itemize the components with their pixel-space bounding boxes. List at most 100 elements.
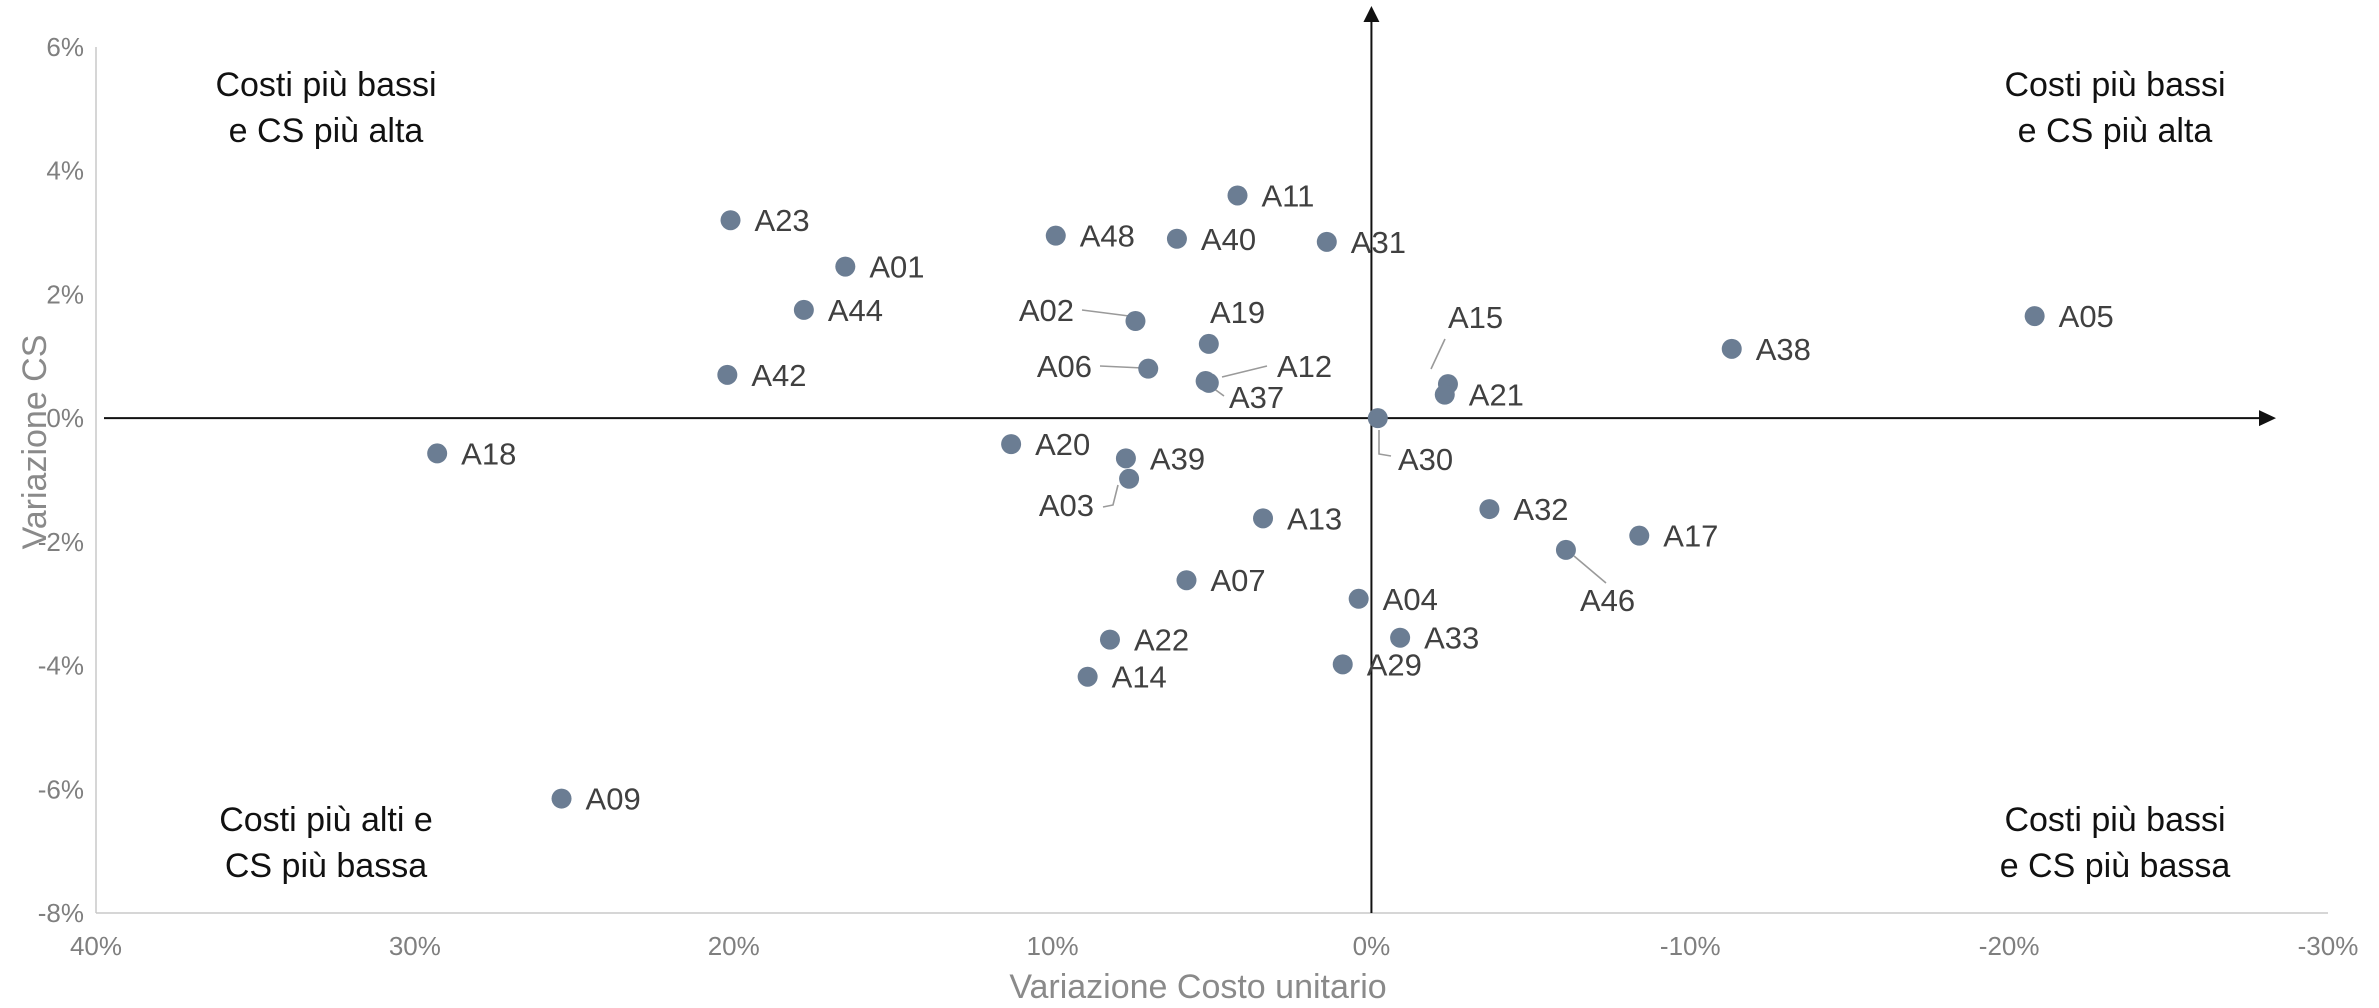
quadrant-label-top-left-line: Costi più bassi bbox=[215, 66, 436, 104]
quadrant-label-bottom-left: Costi più alti e CS più bassa bbox=[219, 801, 433, 885]
data-point-a39 bbox=[1115, 448, 1136, 469]
leader-line-a15 bbox=[1430, 338, 1446, 370]
quadrant-label-top-right: Costi più bassi e CS più alta bbox=[2004, 66, 2225, 150]
point-label-a12: A12 bbox=[1277, 349, 1332, 384]
point-label-a23: A23 bbox=[755, 203, 810, 238]
point-label-a29: A29 bbox=[1367, 647, 1422, 682]
point-label-a31: A31 bbox=[1351, 225, 1406, 260]
data-point-a46 bbox=[1555, 539, 1576, 560]
y-tick-label: -6% bbox=[38, 774, 84, 804]
y-tick-label: 0% bbox=[46, 403, 84, 433]
point-label-a46: A46 bbox=[1580, 583, 1635, 618]
point-label-a15: A15 bbox=[1448, 300, 1503, 335]
point-label-a19: A19 bbox=[1210, 295, 1265, 330]
point-label-a30: A30 bbox=[1398, 442, 1453, 477]
data-point-a44 bbox=[793, 299, 814, 320]
point-label-a02: A02 bbox=[1019, 293, 1074, 328]
quadrant-label-top-left-line: e CS più alta bbox=[229, 112, 424, 150]
leader-line-a30 bbox=[1378, 430, 1392, 457]
data-point-a20 bbox=[1001, 434, 1022, 455]
axes-layer: 6% 4% 2% 0% -2% -4% -6% -8%40% 30% 20% 10% 0% -10% -2… bbox=[16, 6, 2358, 1006]
point-label-a18: A18 bbox=[461, 436, 516, 471]
data-point-a06 bbox=[1138, 358, 1159, 379]
quadrant-label-top-right-line: e CS più alta bbox=[2018, 112, 2213, 150]
point-label-a42: A42 bbox=[751, 358, 806, 393]
data-point-a05 bbox=[2024, 306, 2045, 327]
point-label-a40: A40 bbox=[1201, 222, 1256, 257]
x-tick-label: -10% bbox=[1660, 931, 1721, 961]
data-point-a09 bbox=[551, 788, 572, 809]
data-point-a17 bbox=[1629, 525, 1650, 546]
y-axis-title: Variazione CS bbox=[16, 335, 54, 550]
data-point-a32 bbox=[1479, 499, 1500, 520]
quadrant-label-bottom-left-line: CS più bassa bbox=[225, 847, 427, 885]
point-label-a37: A37 bbox=[1229, 380, 1284, 415]
point-label-a21: A21 bbox=[1469, 378, 1524, 413]
data-point-a04 bbox=[1348, 588, 1369, 609]
data-point-a42 bbox=[717, 364, 738, 385]
point-label-a22: A22 bbox=[1134, 623, 1189, 658]
quadrant-label-bottom-right-line: e CS più bassa bbox=[2000, 847, 2231, 885]
data-point-a29 bbox=[1332, 654, 1353, 675]
point-label-a44: A44 bbox=[828, 293, 883, 328]
point-label-a09: A09 bbox=[586, 782, 641, 817]
horizontal-arrowhead-icon bbox=[2259, 410, 2276, 427]
x-tick-label: -20% bbox=[1979, 931, 2040, 961]
x-tick-label: 0% bbox=[1353, 931, 1391, 961]
quadrant-label-top-right-line: Costi più bassi bbox=[2004, 66, 2225, 104]
data-point-a23 bbox=[720, 210, 741, 231]
data-point-a14 bbox=[1077, 666, 1098, 687]
x-tick-label: -30% bbox=[2298, 931, 2359, 961]
y-tick-label: 2% bbox=[46, 279, 84, 309]
quadrant-label-bottom-right-line: Costi più bassi bbox=[2004, 801, 2225, 839]
point-label-a04: A04 bbox=[1383, 582, 1438, 617]
point-label-a05: A05 bbox=[2059, 299, 2114, 334]
data-point-a21 bbox=[1434, 384, 1455, 405]
data-point-a11 bbox=[1227, 185, 1248, 206]
data-point-a48 bbox=[1045, 225, 1066, 246]
data-point-a31 bbox=[1316, 231, 1337, 252]
leader-line-a03 bbox=[1102, 484, 1119, 508]
data-point-a19 bbox=[1198, 333, 1219, 354]
point-label-a39: A39 bbox=[1150, 441, 1205, 476]
data-point-a18 bbox=[427, 443, 448, 464]
y-tick-label: 4% bbox=[46, 156, 84, 186]
data-point-a38 bbox=[1721, 338, 1742, 359]
point-label-a32: A32 bbox=[1513, 492, 1568, 527]
data-point-a40 bbox=[1166, 228, 1187, 249]
data-point-a01 bbox=[835, 256, 856, 277]
y-tick-label: -4% bbox=[38, 651, 84, 681]
point-label-a11: A11 bbox=[1262, 178, 1315, 213]
data-point-a02 bbox=[1125, 311, 1146, 332]
point-label-a48: A48 bbox=[1080, 219, 1135, 254]
point-label-a33: A33 bbox=[1424, 621, 1479, 656]
leader-line-a12 bbox=[1221, 365, 1268, 378]
point-label-a06: A06 bbox=[1037, 349, 1092, 384]
y-tick-label: 6% bbox=[46, 32, 84, 62]
point-label-a14: A14 bbox=[1112, 660, 1167, 695]
data-point-a33 bbox=[1390, 627, 1411, 648]
quadrant-label-bottom-right: Costi più bassi e CS più bassa bbox=[2000, 801, 2231, 885]
data-point-a03 bbox=[1119, 468, 1140, 489]
data-point-a13 bbox=[1253, 508, 1274, 529]
quadrant-label-top-left: Costi più bassi e CS più alta bbox=[215, 66, 436, 150]
y-tick-label: -8% bbox=[38, 898, 84, 928]
vertical-arrowhead-icon bbox=[1363, 6, 1380, 22]
leader-line-a02 bbox=[1081, 309, 1130, 317]
data-point-a22 bbox=[1099, 629, 1120, 650]
point-label-a13: A13 bbox=[1287, 501, 1342, 536]
data-point-a30 bbox=[1367, 408, 1388, 429]
x-tick-label: 40% bbox=[70, 931, 122, 961]
x-axis-title: Variazione Costo unitario bbox=[1009, 968, 1386, 1006]
x-tick-label: 10% bbox=[1027, 931, 1079, 961]
x-tick-label: 30% bbox=[389, 931, 441, 961]
x-tick-label: 20% bbox=[708, 931, 760, 961]
point-label-a17: A17 bbox=[1663, 519, 1718, 554]
leader-line-a46 bbox=[1573, 555, 1607, 584]
point-label-a20: A20 bbox=[1035, 427, 1090, 462]
leader-line-a06 bbox=[1099, 365, 1144, 369]
point-label-a38: A38 bbox=[1756, 332, 1811, 367]
